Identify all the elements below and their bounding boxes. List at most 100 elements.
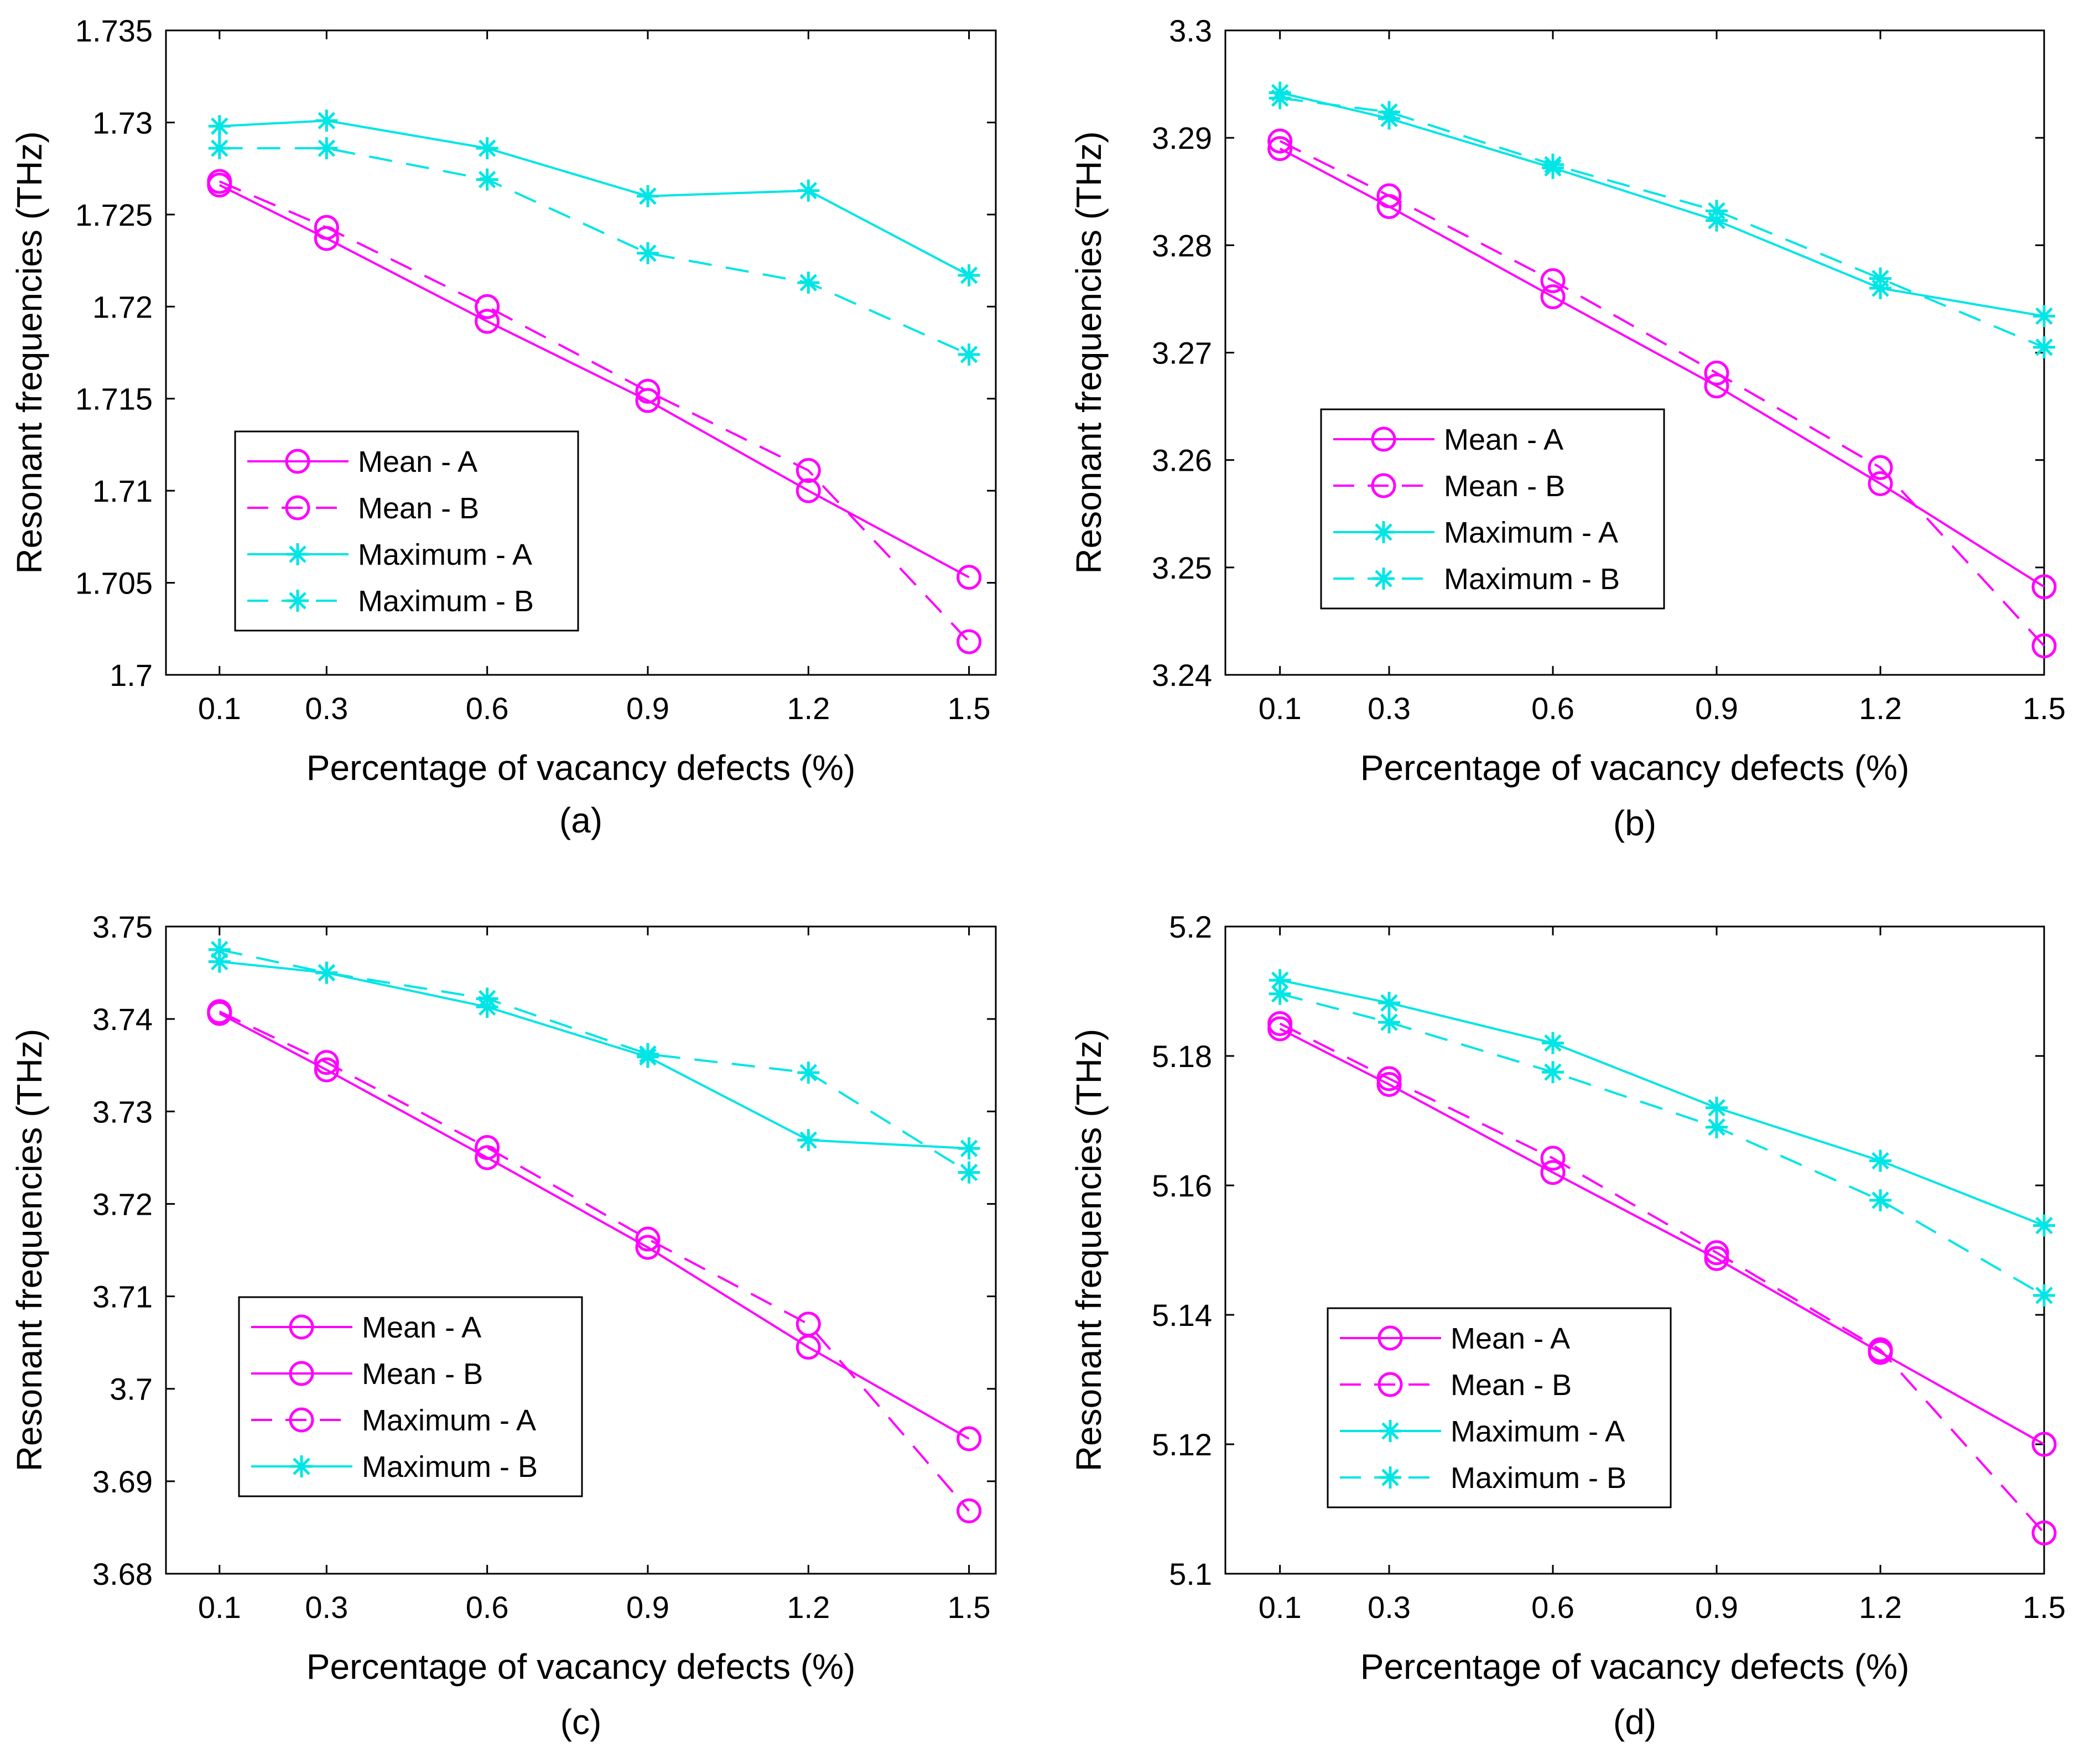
- series-maximum-b: [1269, 982, 2055, 1307]
- data-point: [636, 185, 659, 207]
- data-point: [1706, 200, 1728, 222]
- series-maximum-a: [1269, 969, 2055, 1237]
- data-point: [635, 1235, 661, 1260]
- chart-panel-a: 1.7 1.705 1.71 1.715 1.72 1.725 1.73 1.735 0.1 0.…: [9, 13, 997, 840]
- data-point: [476, 987, 498, 1010]
- panel-caption: (a): [559, 800, 602, 840]
- data-point: [475, 1135, 500, 1160]
- x-tick-label: 0.3: [305, 691, 348, 726]
- series-mean-b: [207, 999, 982, 1523]
- data-point: [958, 264, 980, 287]
- x-tick-label: 1.2: [1859, 1590, 1902, 1625]
- data-point: [207, 169, 232, 194]
- x-tick-label: 0.1: [198, 691, 241, 726]
- data-point: [796, 478, 821, 503]
- data-point: [315, 961, 338, 984]
- legend-swatch-marker: [1373, 568, 1395, 590]
- data-point: [314, 215, 339, 240]
- x-tick-label: 0.9: [626, 1590, 669, 1625]
- y-tick-label: 1.71: [92, 473, 153, 508]
- legend-label: Mean - A: [1451, 1322, 1570, 1355]
- x-tick-label: 1.5: [948, 691, 991, 726]
- series-maximum-b: [208, 938, 980, 1184]
- legend-swatch-marker: [1379, 1420, 1401, 1442]
- y-tick-label: 5.16: [1152, 1168, 1212, 1203]
- data-point: [796, 458, 821, 483]
- legend-label: Maximum - B: [1444, 563, 1620, 596]
- legend-box: [238, 1296, 583, 1497]
- data-point: [208, 950, 231, 973]
- data-point: [476, 137, 498, 160]
- data-point: [1868, 471, 1893, 496]
- data-point: [1269, 969, 1291, 992]
- legend-swatch-marker: [289, 1361, 314, 1386]
- legend-label: Maximum - A: [358, 538, 532, 571]
- data-point: [958, 343, 980, 366]
- data-point: [314, 1057, 339, 1083]
- legend-swatch-marker: [285, 449, 310, 474]
- x-tick-label: 1.5: [2023, 1590, 2066, 1625]
- series-line: [219, 948, 970, 1174]
- panel-caption: (b): [1613, 803, 1656, 843]
- data-point: [2031, 1432, 2057, 1457]
- y-tick-label: 1.725: [75, 197, 153, 232]
- x-tick-label: 0.3: [305, 1590, 348, 1625]
- legend-label: Mean - B: [362, 1357, 483, 1391]
- data-point: [1542, 1032, 1564, 1054]
- y-axis-title: Resonant frequencies (THz): [1069, 1029, 1109, 1471]
- y-tick-label: 3.74: [92, 1002, 153, 1037]
- data-point: [1269, 982, 1291, 1005]
- legend-label: Mean - A: [1444, 423, 1563, 456]
- chart-panel-c: 3.68 3.69 3.7 3.71 3.72 3.73 3.74 3.75 0.1 0.3 0.6…: [9, 909, 997, 1742]
- data-point: [797, 272, 820, 294]
- y-tick-label: 5.14: [1152, 1298, 1212, 1333]
- data-point: [635, 1226, 661, 1252]
- data-point: [1704, 1240, 1729, 1266]
- legend-label: Mean - A: [358, 445, 477, 478]
- legend-swatch-marker: [287, 590, 309, 612]
- data-point: [1869, 1189, 1891, 1211]
- y-tick-label: 5.18: [1152, 1039, 1212, 1074]
- y-tick-label: 3.3: [1169, 13, 1212, 48]
- x-tick-label: 0.9: [626, 691, 669, 726]
- data-point: [1542, 1061, 1564, 1084]
- series-line: [1279, 1022, 2045, 1534]
- x-tick-label: 0.1: [1259, 691, 1302, 726]
- y-tick-label: 3.69: [92, 1464, 153, 1499]
- data-point: [1704, 360, 1729, 386]
- series-maximum-a: [208, 110, 980, 287]
- data-point: [1868, 1337, 1893, 1362]
- series-maximum-a: [208, 950, 980, 1160]
- legend-swatch-marker: [1371, 473, 1396, 498]
- legend-swatch-marker: [1379, 1466, 1401, 1489]
- x-axis-title: Percentage of vacancy defects (%): [1360, 1647, 1910, 1687]
- y-tick-label: 1.72: [92, 289, 153, 324]
- x-tick-label: 1.2: [1859, 691, 1902, 726]
- data-point: [2031, 1520, 2057, 1546]
- panel-caption: (d): [1613, 1702, 1656, 1742]
- data-point: [314, 1050, 339, 1075]
- x-tick-label: 1.2: [787, 1590, 830, 1625]
- x-axis-title: Percentage of vacancy defects (%): [306, 1647, 856, 1687]
- y-tick-label: 3.29: [1152, 121, 1212, 155]
- data-point: [957, 1426, 982, 1451]
- legend-label: Mean - A: [362, 1311, 481, 1344]
- y-tick-label: 3.26: [1152, 443, 1212, 478]
- data-point: [957, 565, 982, 590]
- data-point: [1376, 1066, 1402, 1091]
- y-tick-label: 1.715: [75, 382, 153, 417]
- data-point: [2033, 1284, 2055, 1307]
- data-point: [475, 1145, 500, 1170]
- data-point: [1269, 87, 1291, 110]
- legend-swatch-marker: [1378, 1372, 1403, 1397]
- series-line: [219, 147, 970, 356]
- legend-label: Mean - B: [1451, 1368, 1572, 1402]
- data-point: [1540, 284, 1566, 310]
- series-mean-b: [207, 169, 982, 654]
- data-point: [1540, 1146, 1566, 1171]
- x-tick-label: 1.5: [948, 1590, 991, 1625]
- series-line: [1280, 97, 2045, 348]
- legend: Mean - A Mean - B Maximum - A Maximum - B: [238, 1296, 583, 1497]
- legend-label: Maximum - B: [1451, 1461, 1626, 1495]
- data-point: [2033, 336, 2055, 358]
